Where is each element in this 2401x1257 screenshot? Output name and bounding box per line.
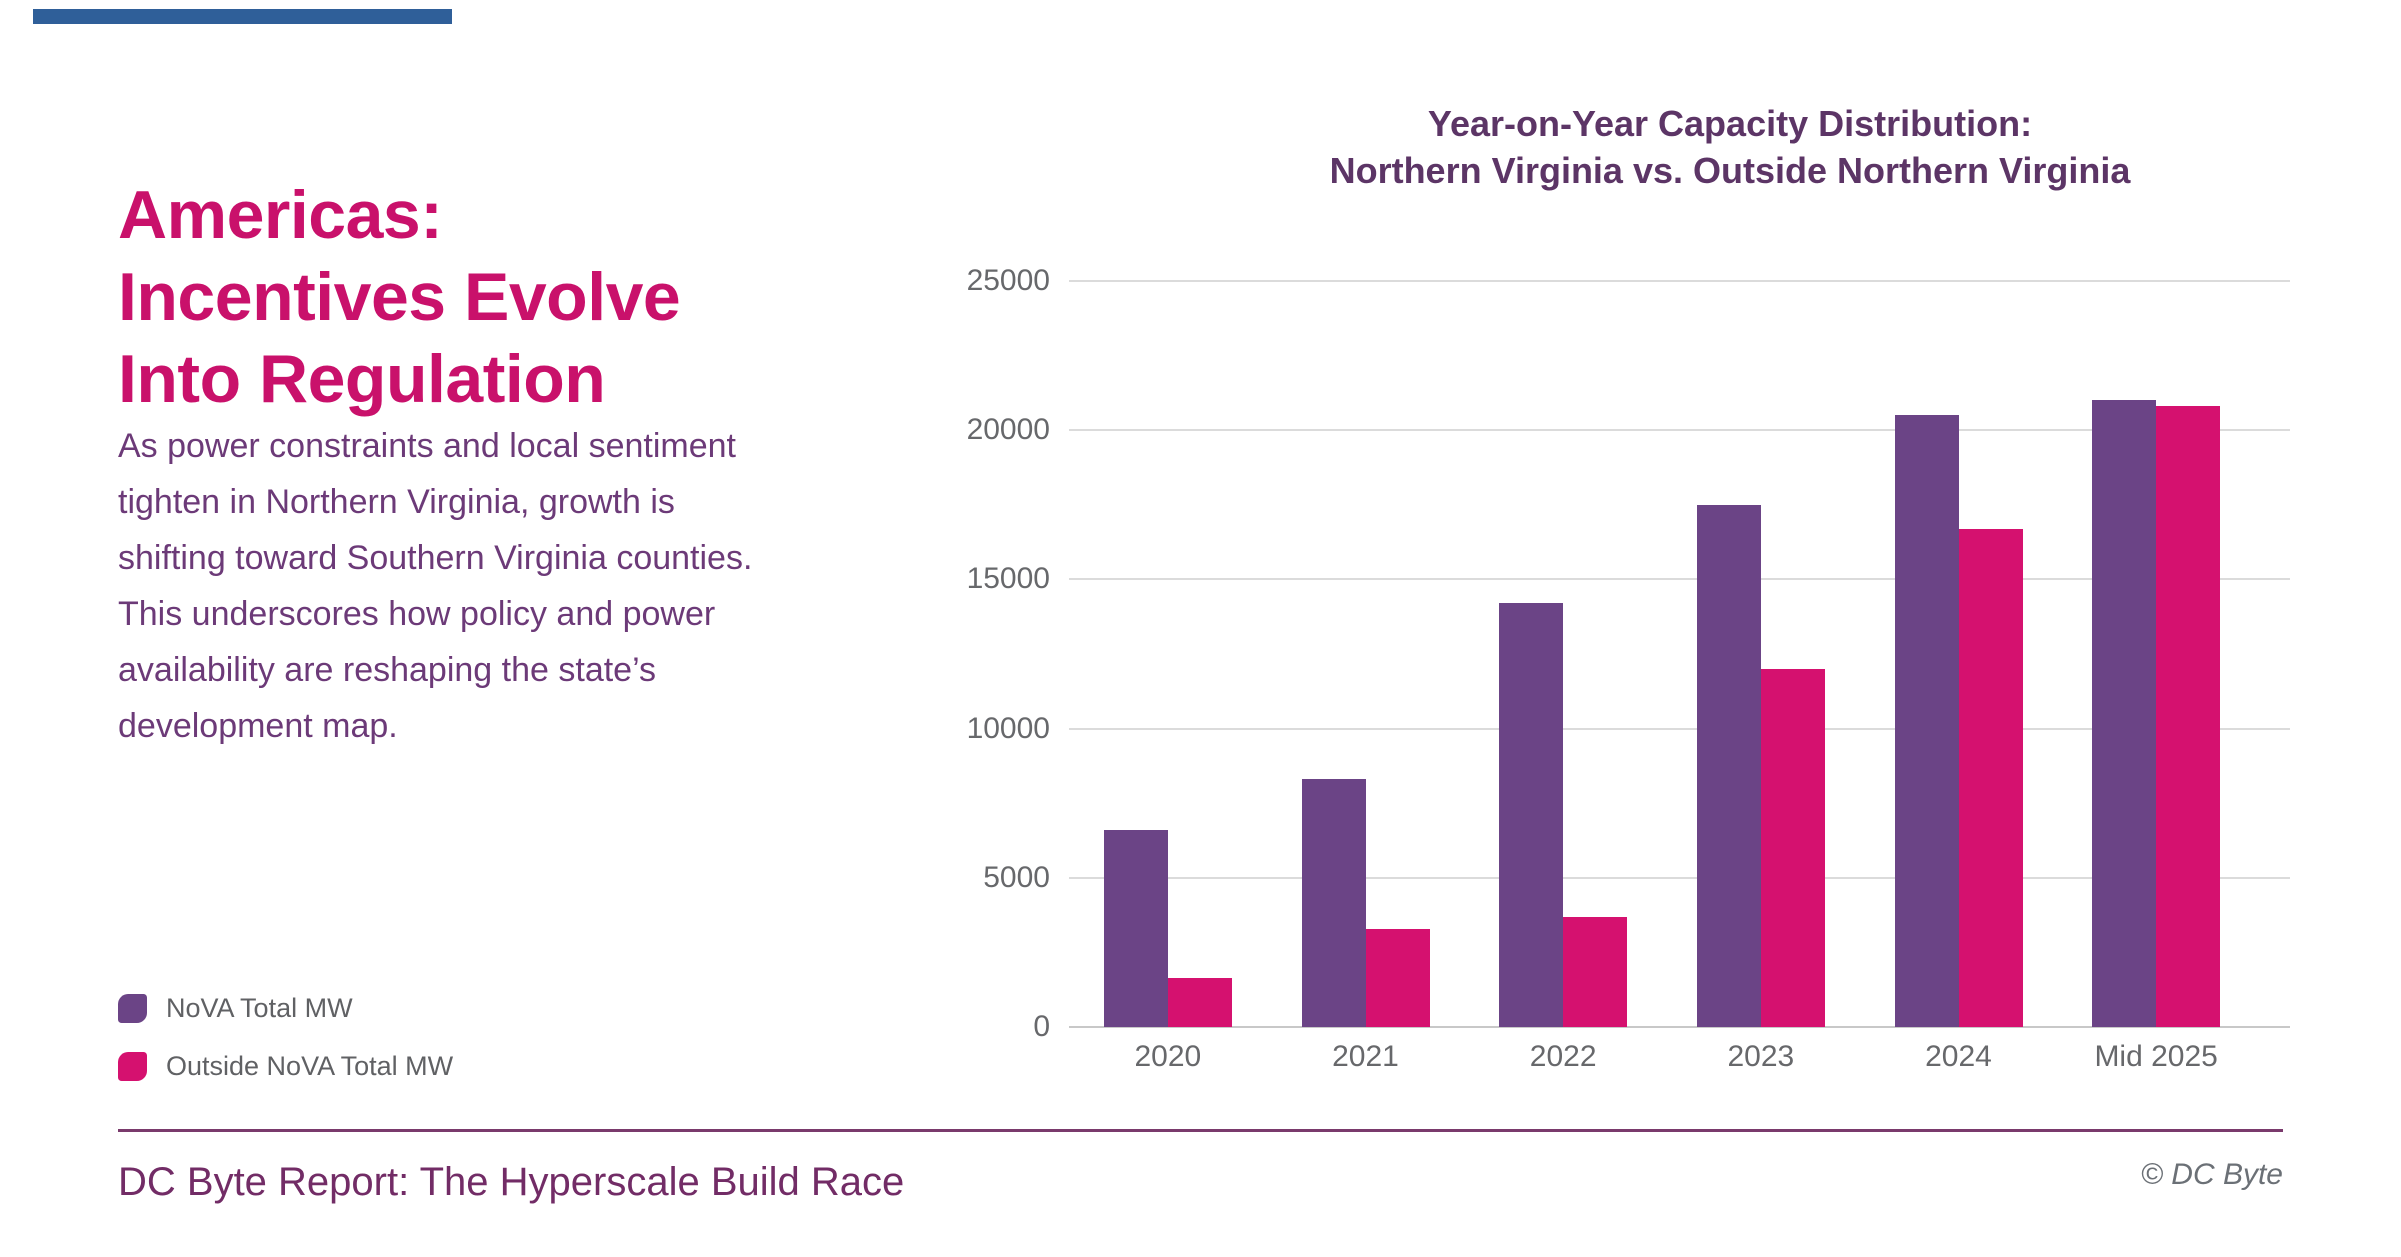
gridline-y-5000: [1069, 876, 2290, 879]
accent-bar: [33, 9, 452, 24]
x-tick-label-2022: 2022: [1529, 1040, 1597, 1073]
page-title-line-2: Incentives Evolve: [118, 258, 681, 335]
y-tick-label-15000: 15000: [966, 562, 1050, 596]
bar-outside-nova-2022: [1563, 916, 1628, 1027]
footer-divider: [118, 1129, 2283, 1132]
bar-outside-nova-2024: [1958, 528, 2023, 1027]
footer-report-title: DC Byte Report: The Hyperscale Build Rac…: [118, 1160, 905, 1204]
chart-legend: NoVA Total MW Outside NoVA Total MW: [118, 993, 453, 1109]
legend-label-nova: NoVA Total MW: [166, 992, 353, 1023]
legend-item-outside-nova: Outside NoVA Total MW: [118, 1051, 453, 1081]
legend-swatch-nova-icon: [118, 993, 147, 1023]
bar-outside-nova-2020: [1167, 977, 1232, 1027]
gridline-y-25000: [1069, 280, 2290, 282]
page-title-line-1: Americas:: [118, 176, 443, 253]
legend-label-outside-nova: Outside NoVA Total MW: [166, 1050, 454, 1081]
bar-nova-2024: [1894, 415, 1959, 1027]
bar-nova-2022: [1499, 603, 1564, 1027]
body-text: As power constraints and local sentiment…: [118, 427, 753, 745]
chart-title: Year-on-Year Capacity Distribution: Nort…: [1130, 100, 2330, 194]
plot-area: [1069, 280, 2290, 1028]
x-tick-label-2021: 2021: [1332, 1040, 1399, 1073]
gridline-y-10000: [1069, 727, 2290, 730]
bar-outside-nova-mid-2025: [2156, 406, 2221, 1027]
page-title: Americas: Incentives Evolve Into Regulat…: [118, 174, 681, 420]
gridline-y-15000: [1069, 578, 2290, 581]
page-title-line-3: Into Regulation: [118, 340, 606, 417]
y-tick-label-0: 0: [1033, 1010, 1050, 1043]
bar-nova-2020: [1103, 830, 1168, 1027]
chart-title-line-1: Year-on-Year Capacity Distribution:: [1427, 103, 2033, 144]
y-tick-label-25000: 25000: [966, 264, 1050, 297]
legend-swatch-outside-nova-icon: [118, 1051, 147, 1081]
x-tick-label-2020: 2020: [1134, 1040, 1202, 1073]
copyright-note: © DC Byte: [2140, 1158, 2283, 1191]
y-tick-label-5000: 5000: [983, 860, 1050, 894]
chart-title-line-2: Northern Virginia vs. Outside Northern V…: [1329, 150, 2131, 191]
bar-outside-nova-2021: [1365, 928, 1430, 1027]
bar-nova-mid-2025: [2092, 400, 2157, 1027]
legend-item-nova: NoVA Total MW: [118, 993, 453, 1023]
y-tick-label-20000: 20000: [966, 413, 1050, 447]
y-tick-label-10000: 10000: [966, 711, 1050, 745]
gridline-y-0: [1069, 1026, 2290, 1028]
x-tick-label-mid-2025: Mid 2025: [2094, 1040, 2218, 1073]
x-tick-label-2023: 2023: [1727, 1040, 1795, 1073]
x-tick-label-2024: 2024: [1925, 1040, 1992, 1073]
bar-nova-2021: [1301, 779, 1366, 1027]
gridline-y-20000: [1069, 429, 2290, 432]
bar-nova-2023: [1696, 504, 1761, 1027]
bar-outside-nova-2023: [1760, 668, 1825, 1027]
bar-series-layer: [1069, 281, 2255, 1027]
